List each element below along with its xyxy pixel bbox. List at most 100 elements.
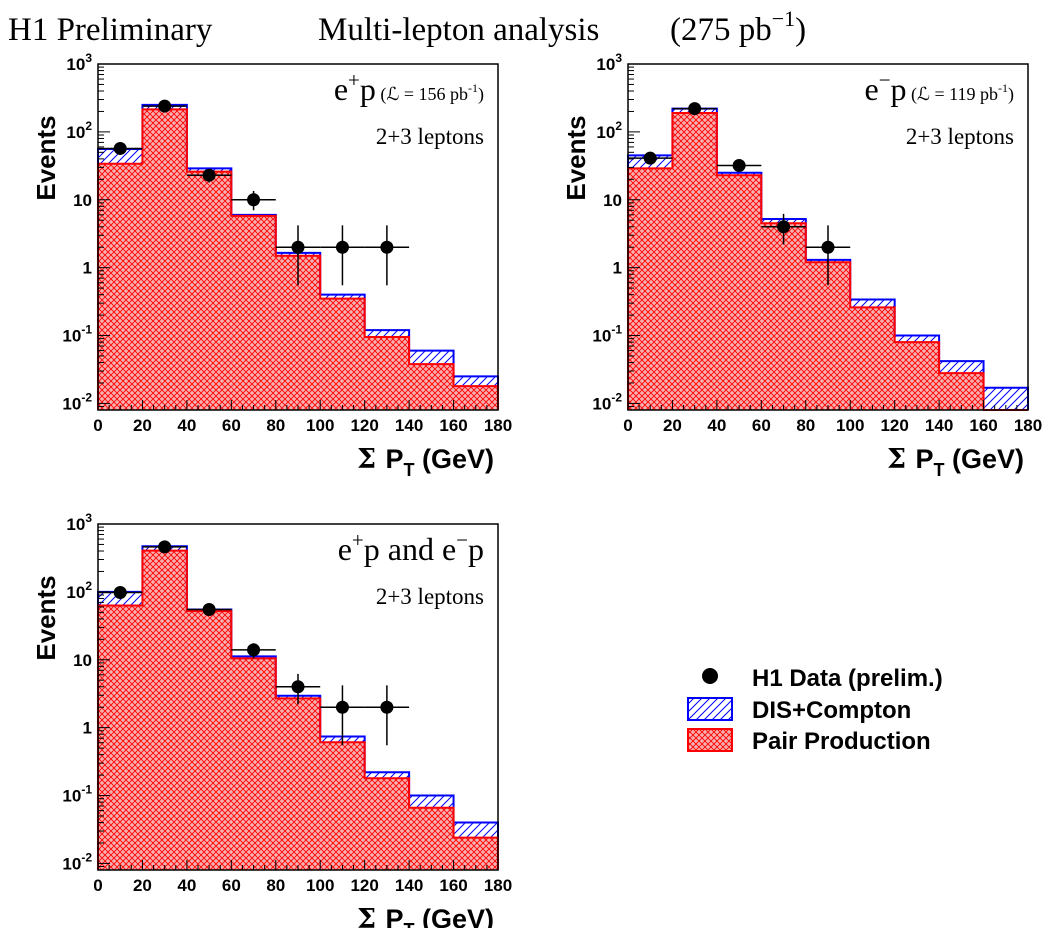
- bar-pair: [231, 658, 276, 870]
- x-tick-label: 120: [880, 416, 908, 435]
- bar-pair: [409, 807, 454, 870]
- data-point: [364, 225, 410, 286]
- bar-pair: [672, 112, 717, 411]
- data-point: [98, 141, 143, 155]
- header-left: H1 Preliminary: [8, 12, 213, 48]
- x-tick-label: 60: [222, 876, 241, 895]
- bar-pair: [453, 837, 498, 870]
- panel-ep-combined: 0 20 40 60 80 100 120 140 160 18010310210110-110-…: [31, 511, 512, 928]
- x-tick-label: 180: [484, 876, 512, 895]
- bar-pair: [98, 605, 143, 870]
- x-tick-label: 60: [222, 416, 241, 435]
- x-tick-label: 40: [707, 416, 726, 435]
- bar-pair: [850, 307, 895, 410]
- bar-pair: [939, 373, 984, 410]
- x-axis-label: Σ PT (GeV): [357, 444, 494, 480]
- x-tick-label: 80: [796, 416, 815, 435]
- bar-pair: [142, 109, 187, 410]
- bar-pair: [231, 215, 276, 410]
- y-tick-label: 103: [66, 51, 92, 74]
- x-tick-label: 100: [306, 416, 334, 435]
- data-point: [142, 99, 187, 113]
- y-tick-label: 1: [83, 719, 92, 738]
- data-point: [231, 190, 276, 211]
- data-point: [805, 225, 851, 286]
- bar-pair: [805, 262, 851, 410]
- data-point: [275, 673, 321, 705]
- legend-marker-data: [702, 668, 718, 684]
- line-pair: [627, 111, 1028, 411]
- data-point: [98, 585, 143, 599]
- x-axis-label: Σ PT (GeV): [887, 444, 1024, 480]
- panel-subtitle: 2+3 leptons: [376, 124, 484, 149]
- x-tick-label: 120: [350, 876, 378, 895]
- x-tick-label: 160: [439, 416, 467, 435]
- header-lumi: (275 pb−1): [670, 6, 806, 48]
- bar-pair: [186, 611, 232, 870]
- x-tick-label: 80: [266, 416, 285, 435]
- x-tick-label: 20: [133, 876, 152, 895]
- bar-pair: [453, 386, 498, 410]
- legend-label-pair: Pair Production: [752, 728, 931, 755]
- x-tick-label: 0: [93, 876, 102, 895]
- y-tick-label: 10-2: [592, 390, 622, 413]
- data-point: [231, 643, 276, 659]
- data-point: [186, 603, 232, 617]
- data-point: [320, 225, 365, 286]
- bar-pair: [894, 342, 940, 410]
- y-tick-label: 102: [66, 119, 92, 142]
- bar-pair: [142, 550, 187, 870]
- x-tick-label: 120: [350, 416, 378, 435]
- bar-compton: [983, 387, 1028, 410]
- data-point: [761, 213, 806, 245]
- x-tick-label: 140: [395, 876, 423, 895]
- y-axis-label: Events: [31, 575, 61, 660]
- panel-title: e+p and e−p: [338, 528, 484, 567]
- y-tick-label: 10: [603, 191, 622, 210]
- data-point: [186, 168, 232, 183]
- y-tick-label: 10: [73, 191, 92, 210]
- legend: H1 Data (prelim.) DIS+Compton Pair Produ…: [687, 665, 943, 755]
- x-tick-label: 180: [1014, 416, 1042, 435]
- x-tick-label: 140: [395, 416, 423, 435]
- y-axis-label: Events: [561, 115, 591, 200]
- bar-pair: [409, 364, 454, 410]
- data-point: [320, 685, 365, 746]
- bar-pair: [364, 778, 410, 870]
- bar-pair: [320, 742, 365, 870]
- y-tick-label: 10-1: [62, 783, 92, 806]
- x-tick-label: 100: [836, 416, 864, 435]
- legend-swatch-compton: [687, 697, 733, 721]
- y-tick-label: 102: [66, 579, 92, 602]
- x-tick-label: 20: [133, 416, 152, 435]
- x-tick-label: 160: [969, 416, 997, 435]
- bar-pair: [628, 168, 673, 410]
- y-tick-label: 102: [596, 119, 622, 142]
- y-tick-label: 10: [73, 651, 92, 670]
- x-tick-label: 80: [266, 876, 285, 895]
- y-tick-label: 10-2: [62, 390, 92, 413]
- y-tick-label: 10-2: [62, 850, 92, 873]
- data-point: [142, 540, 187, 554]
- x-tick-label: 40: [177, 876, 196, 895]
- panel-subtitle: 2+3 leptons: [376, 584, 484, 609]
- x-axis-label: Σ PT (GeV): [357, 904, 494, 928]
- y-tick-label: 1: [83, 259, 92, 278]
- legend-label-compton: DIS+Compton: [752, 697, 911, 724]
- bar-pair: [761, 223, 806, 410]
- x-tick-label: 20: [663, 416, 682, 435]
- data-point: [716, 158, 762, 172]
- data-point: [672, 102, 717, 116]
- y-tick-label: 10-1: [592, 323, 622, 346]
- bar-pair: [320, 298, 365, 410]
- y-tick-label: 103: [66, 511, 92, 534]
- bar-pair: [716, 175, 762, 410]
- x-tick-label: 0: [93, 416, 102, 435]
- legend-swatch-pair: [687, 728, 733, 752]
- panel-title: e+p (ℒ = 156 pb-1): [334, 68, 484, 107]
- x-tick-label: 100: [306, 876, 334, 895]
- panel-ep-plus: 0 20 40 60 80 100 120 140 160 18010310210110-110-…: [31, 51, 512, 480]
- bar-pair: [98, 163, 143, 410]
- bar-pair: [186, 171, 232, 410]
- panel-ep-minus: 0 20 40 60 80 100 120 140 160 18010310210110-110-…: [561, 51, 1042, 480]
